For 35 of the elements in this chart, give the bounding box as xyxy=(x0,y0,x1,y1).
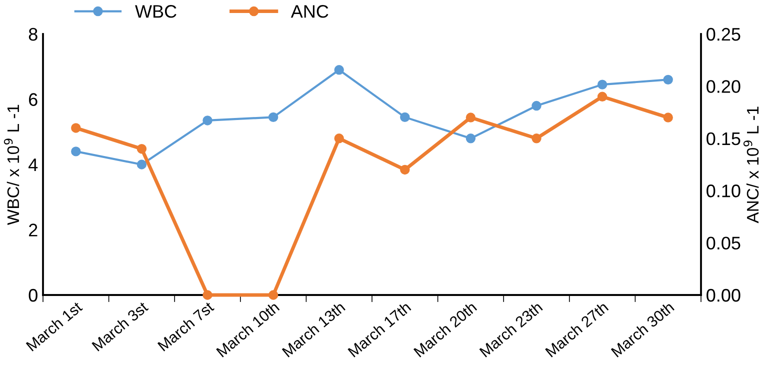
y2-tick-label: 0.20 xyxy=(706,80,740,93)
y2-tick-label: 0.10 xyxy=(706,184,740,198)
point xyxy=(268,290,278,300)
point xyxy=(466,112,476,122)
point xyxy=(597,92,608,102)
point xyxy=(71,146,81,156)
legend-label: ANC xyxy=(290,5,328,18)
point xyxy=(334,65,344,75)
point xyxy=(71,123,81,133)
point xyxy=(268,112,278,122)
y-tick-label: 8 xyxy=(28,28,38,41)
point xyxy=(400,112,410,122)
point xyxy=(202,116,212,126)
point xyxy=(532,100,542,111)
y2-axis-title: ANC/ x 10$^{9}$ L -1 xyxy=(743,106,759,224)
y-tick-label: 4 xyxy=(28,158,38,172)
point xyxy=(466,134,476,144)
point xyxy=(400,164,410,175)
point xyxy=(334,134,344,144)
y-tick-label: 2 xyxy=(29,224,38,236)
y2-tick-label: 0.00 xyxy=(706,288,740,302)
y-tick-label: 0 xyxy=(28,288,38,302)
point xyxy=(532,134,542,144)
y2-tick-label: 0.05 xyxy=(706,236,740,250)
point xyxy=(597,80,608,90)
legend-label: WBC xyxy=(135,5,176,18)
point xyxy=(136,144,147,154)
y2-tick-label: 0.25 xyxy=(706,28,740,41)
point xyxy=(202,290,212,300)
point xyxy=(663,112,673,122)
y-axis-title: WBC/ x 10$^{9}$ L -1 xyxy=(4,104,20,226)
y-tick-label: 6 xyxy=(29,93,38,106)
y2-tick-label: 0.15 xyxy=(706,132,740,146)
point xyxy=(663,74,673,85)
point xyxy=(136,160,147,170)
